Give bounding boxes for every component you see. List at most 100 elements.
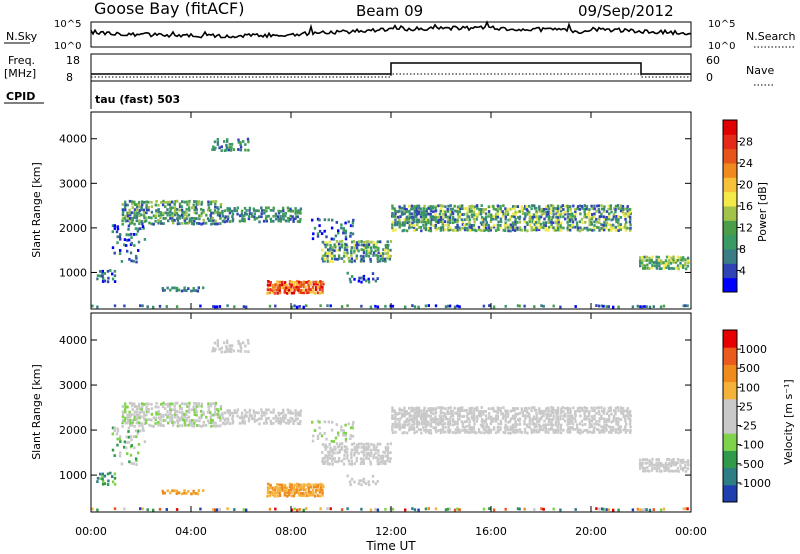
- velocity-echo-cell: [206, 410, 210, 414]
- velocity-echo-cell: [600, 429, 603, 432]
- power-echo-cell: [154, 216, 157, 219]
- power-echo-cell: [173, 211, 177, 214]
- power-echo-cell: [283, 281, 287, 284]
- power-echo-cell: [466, 215, 469, 218]
- velocity-echo-cell: [278, 486, 282, 490]
- power-echo-cell: [468, 225, 471, 229]
- power-echo-cell: [290, 291, 294, 295]
- velocity-echo-cell: [619, 411, 623, 415]
- power-echo-cell: [209, 209, 212, 212]
- power-echo-cell: [506, 226, 510, 229]
- velocity-echo-cell: [482, 410, 485, 413]
- velocity-echo-cell: [431, 408, 434, 412]
- velocity-echo-cell: [514, 428, 517, 432]
- power-echo-cell: [452, 228, 455, 232]
- velocity-echo-cell: [242, 508, 246, 511]
- velocity-echo-cell: [124, 416, 127, 420]
- power-echo-cell: [456, 225, 459, 229]
- velocity-echo-cell: [233, 409, 236, 412]
- power-echo-cell: [434, 223, 437, 227]
- power-echo-cell: [316, 234, 320, 238]
- power-echo-cell: [523, 220, 526, 224]
- velocity-echo-cell: [408, 412, 411, 416]
- velocity-echo-cell: [198, 416, 201, 420]
- velocity-echo-cell: [629, 429, 632, 432]
- power-echo-cell: [155, 210, 158, 214]
- velocity-echo-cell: [157, 405, 160, 409]
- power-echo-cell: [311, 218, 314, 222]
- velocity-echo-cell: [648, 508, 652, 512]
- power-echo-cell: [424, 226, 428, 230]
- power-echo-cell: [398, 218, 401, 221]
- power-echo-cell: [282, 212, 285, 216]
- power-echo-cell: [326, 304, 329, 308]
- power-echo-cell: [576, 228, 580, 232]
- power-echo-cell: [214, 202, 217, 206]
- power-echo-cell: [595, 220, 599, 224]
- velocity-echo-cell: [130, 438, 133, 442]
- velocity-echo-cell: [141, 402, 144, 406]
- velocity-echo-cell: [326, 507, 329, 511]
- velocity-echo-cell: [129, 415, 132, 419]
- velocity-echo-cell: [643, 458, 646, 461]
- velocity-echo-cell: [549, 414, 552, 417]
- velocity-echo-cell: [351, 423, 355, 427]
- power-echo-cell: [434, 215, 438, 219]
- power-echo-cell: [451, 215, 455, 219]
- velocity-echo-cell: [612, 417, 616, 420]
- velocity-echo-cell: [282, 414, 285, 418]
- power-colorbar-swatch: [723, 220, 737, 236]
- velocity-echo-cell: [564, 414, 567, 418]
- power-echo-cell: [367, 251, 370, 255]
- velocity-echo-cell: [260, 408, 263, 412]
- velocity-echo-cell: [460, 420, 463, 424]
- power-echo-cell: [504, 226, 507, 230]
- power-echo-cell: [458, 215, 461, 219]
- velocity-echo-cell: [475, 420, 478, 423]
- power-echo-cell: [568, 225, 571, 229]
- velocity-echo-cell: [674, 461, 678, 465]
- velocity-echo-cell: [140, 422, 143, 425]
- velocity-echo-cell: [174, 410, 177, 414]
- velocity-echo-cell: [422, 409, 425, 412]
- power-echo-cell: [394, 228, 397, 232]
- power-echo-cell: [531, 220, 534, 224]
- power-echo-cell: [160, 213, 163, 217]
- power-echo-cell: [413, 229, 416, 232]
- power-echo-cell: [494, 229, 498, 232]
- power-echo-cell: [679, 261, 682, 265]
- power-echo-cell: [500, 210, 503, 214]
- velocity-echo-cell: [523, 409, 526, 412]
- power-echo-cell: [353, 259, 356, 263]
- velocity-echo-cell: [314, 488, 318, 492]
- velocity-echo-cell: [588, 420, 591, 423]
- power-echo-cell: [667, 264, 670, 268]
- velocity-echo-cell: [248, 414, 252, 417]
- power-echo-cell: [417, 204, 421, 208]
- power-echo-cell: [137, 240, 141, 244]
- power-echo-cell: [608, 212, 611, 216]
- power-echo-cell: [571, 214, 574, 218]
- power-echo-cell: [550, 204, 553, 207]
- power-echo-cell: [569, 213, 572, 216]
- velocity-echo-cell: [191, 424, 194, 428]
- power-echo-cell: [682, 264, 685, 268]
- power-echo-cell: [427, 212, 430, 216]
- power-echo-cell: [496, 223, 500, 227]
- power-echo-cell: [328, 251, 331, 255]
- power-echo-cell: [150, 216, 153, 220]
- velocity-echo-cell: [353, 480, 356, 484]
- power-echo-cell: [145, 216, 148, 220]
- velocity-echo-cell: [202, 410, 205, 414]
- power-echo-cell: [160, 201, 163, 204]
- power-echo-cell: [248, 212, 252, 215]
- velocity-echo-cell: [576, 407, 580, 410]
- velocity-echo-cell: [459, 409, 462, 412]
- velocity-echo-cell: [323, 432, 326, 435]
- velocity-echo-cell: [675, 469, 678, 473]
- x-tick-label: 16:00: [475, 525, 507, 538]
- velocity-echo-cell: [135, 418, 138, 422]
- velocity-echo-cell: [181, 424, 184, 427]
- velocity-echo-cell: [619, 430, 622, 434]
- power-colorbar-swatch: [723, 120, 737, 135]
